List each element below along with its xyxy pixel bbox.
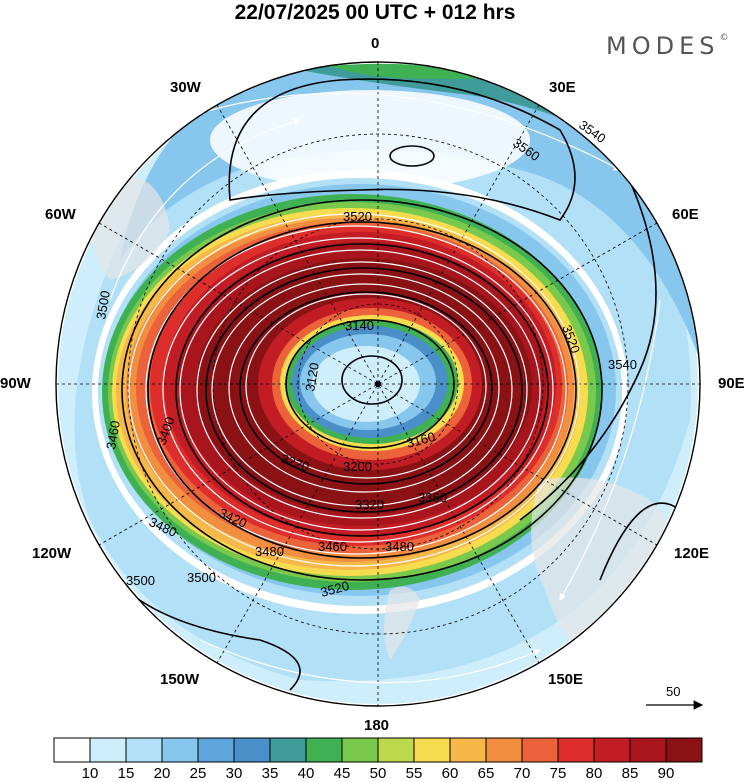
contour-label: 3540 — [608, 357, 637, 372]
lon-label-150w: 150W — [160, 671, 200, 688]
colorbar-swatch — [197, 737, 235, 763]
contour-label: 3460 — [318, 539, 347, 554]
contour-label: 3160 — [405, 429, 437, 451]
colorbar-swatch — [593, 737, 631, 763]
colorbar-swatch — [485, 737, 523, 763]
lon-label-30e: 30E — [549, 79, 576, 96]
contour-label: 3120 — [302, 361, 322, 392]
colorbar-tick-label: 80 — [585, 765, 603, 782]
colorbar-tick-label: 15 — [117, 765, 135, 782]
colorbar-tick-label: 75 — [549, 765, 567, 782]
colorbar-tick-label: 25 — [189, 765, 207, 782]
wind-streamlines — [109, 92, 661, 684]
colorbar-tick-label: 50 — [369, 765, 387, 782]
lon-label-60e: 60E — [672, 206, 699, 223]
colorbar-tick-label: 70 — [513, 765, 531, 782]
colorbar-swatch — [629, 737, 667, 763]
colorbar-swatch — [53, 737, 91, 763]
colorbar-tick-label: 20 — [153, 765, 171, 782]
colorbar-swatch — [413, 737, 451, 763]
contour-label: 3500 — [187, 570, 216, 585]
wind-speed-field — [56, 62, 700, 706]
contour-label: 3140 — [345, 318, 374, 333]
colorbar-tick-label: 10 — [81, 765, 99, 782]
colorbar-swatch — [665, 737, 703, 763]
colorbar-swatch — [233, 737, 271, 763]
contour-label: 3520 — [319, 578, 351, 600]
reference-vector-label: 50 — [666, 684, 681, 699]
colorbar-tick-label: 90 — [657, 765, 675, 782]
colorbar-tick-label: 85 — [621, 765, 639, 782]
contour-label: 3460 — [103, 419, 123, 450]
contour-label: 3500 — [126, 573, 155, 588]
lon-label-180: 180 — [364, 717, 390, 734]
lon-label-30w: 30W — [170, 79, 201, 96]
colorbar-swatch — [89, 737, 127, 763]
map-title: 22/07/2025 00 UTC + 012 hrs — [234, 1, 516, 24]
contour-label: 3480 — [255, 544, 284, 559]
lon-label-60w: 60W — [45, 206, 76, 223]
colorbar-tick-label: 40 — [297, 765, 315, 782]
lon-label-90w: 90W — [0, 375, 31, 392]
colorbar-tick-label: 45 — [333, 765, 351, 782]
colorbar-tick-label: 35 — [261, 765, 279, 782]
colorbar-swatch — [161, 737, 199, 763]
contour-label: 3360 — [418, 490, 447, 505]
modes-logo: MODES© — [606, 32, 729, 60]
contour-label: 3500 — [93, 289, 113, 320]
colorbar-tick-label: 65 — [477, 765, 495, 782]
contour-label: 3200 — [343, 459, 372, 474]
contour-label: 3480 — [385, 539, 414, 554]
lon-label-90e: 90E — [718, 375, 745, 392]
colorbar-swatch — [341, 737, 379, 763]
map-border — [55, 61, 701, 707]
colorbar-tick-label: 30 — [225, 765, 243, 782]
geopotential-contours — [89, 78, 681, 691]
contour-label: 3320 — [355, 497, 384, 512]
lon-label-0: 0 — [371, 35, 380, 52]
contour-label: 3520 — [343, 209, 372, 224]
colorbar-swatch — [269, 737, 307, 763]
colorbar-tick-label: 55 — [405, 765, 423, 782]
colorbar-swatch — [125, 737, 163, 763]
lon-label-120e: 120E — [674, 545, 710, 562]
contour-labels: 3540 3560 3520 3500 3140 3120 3540 3460 … — [93, 117, 637, 600]
colorbar-swatch — [377, 737, 415, 763]
colorbar-tick-label: 60 — [441, 765, 459, 782]
colorbar-swatch — [305, 737, 343, 763]
lon-label-120w: 120W — [32, 545, 72, 562]
colorbar-swatch — [557, 737, 595, 763]
colorbar-swatch — [521, 737, 559, 763]
lon-label-150e: 150E — [548, 671, 584, 688]
colorbar-swatch — [449, 737, 487, 763]
south-pole-marker — [375, 381, 381, 387]
